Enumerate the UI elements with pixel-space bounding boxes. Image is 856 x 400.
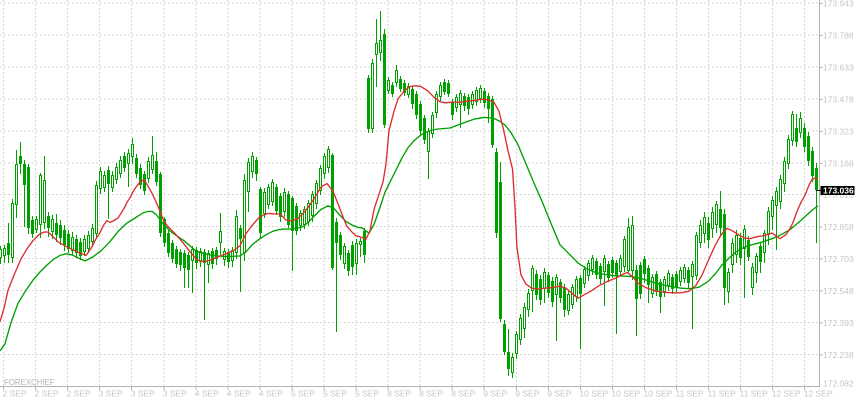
svg-text:11 SEP: 11 SEP [708,389,737,399]
svg-text:3 SEP: 3 SEP [99,389,123,399]
svg-text:FOREXCHIEF: FOREXCHIEF [4,378,55,387]
svg-text:12 SEP: 12 SEP [772,389,801,399]
svg-text:3 SEP: 3 SEP [163,389,187,399]
svg-text:2 SEP: 2 SEP [67,389,91,399]
svg-text:10 SEP: 10 SEP [579,389,608,399]
svg-text:2 SEP: 2 SEP [3,389,27,399]
svg-text:9 SEP: 9 SEP [547,389,571,399]
svg-text:173.478: 173.478 [823,95,854,105]
svg-text:8 SEP: 8 SEP [419,389,443,399]
svg-text:172.858: 172.858 [823,222,854,232]
svg-text:172.548: 172.548 [823,286,854,296]
svg-text:173.788: 173.788 [823,31,854,41]
svg-text:4 SEP: 4 SEP [195,389,219,399]
svg-text:172.238: 172.238 [823,350,854,360]
svg-text:173.323: 173.323 [823,126,854,136]
svg-text:4 SEP: 4 SEP [227,389,251,399]
svg-text:5 SEP: 5 SEP [323,389,347,399]
svg-text:3 SEP: 3 SEP [131,389,155,399]
svg-text:10 SEP: 10 SEP [644,389,673,399]
svg-text:173.036: 173.036 [823,186,854,196]
svg-text:4 SEP: 4 SEP [259,389,283,399]
svg-text:12 SEP: 12 SEP [804,389,833,399]
svg-text:172.703: 172.703 [823,254,854,264]
svg-text:10 SEP: 10 SEP [611,389,640,399]
svg-text:173.633: 173.633 [823,63,854,73]
svg-text:173.943: 173.943 [823,0,854,9]
svg-text:9 SEP: 9 SEP [483,389,507,399]
svg-text:8 SEP: 8 SEP [451,389,475,399]
svg-text:11 SEP: 11 SEP [676,389,705,399]
svg-text:11 SEP: 11 SEP [740,389,769,399]
svg-text:9 SEP: 9 SEP [515,389,539,399]
svg-text:2 SEP: 2 SEP [35,389,59,399]
svg-text:172.082: 172.082 [823,379,854,389]
svg-text:173.013: 173.013 [823,190,854,200]
svg-text:8 SEP: 8 SEP [387,389,411,399]
svg-text:5 SEP: 5 SEP [355,389,379,399]
svg-text:5 SEP: 5 SEP [291,389,315,399]
svg-text:173.168: 173.168 [823,158,854,168]
svg-text:172.393: 172.393 [823,318,854,328]
